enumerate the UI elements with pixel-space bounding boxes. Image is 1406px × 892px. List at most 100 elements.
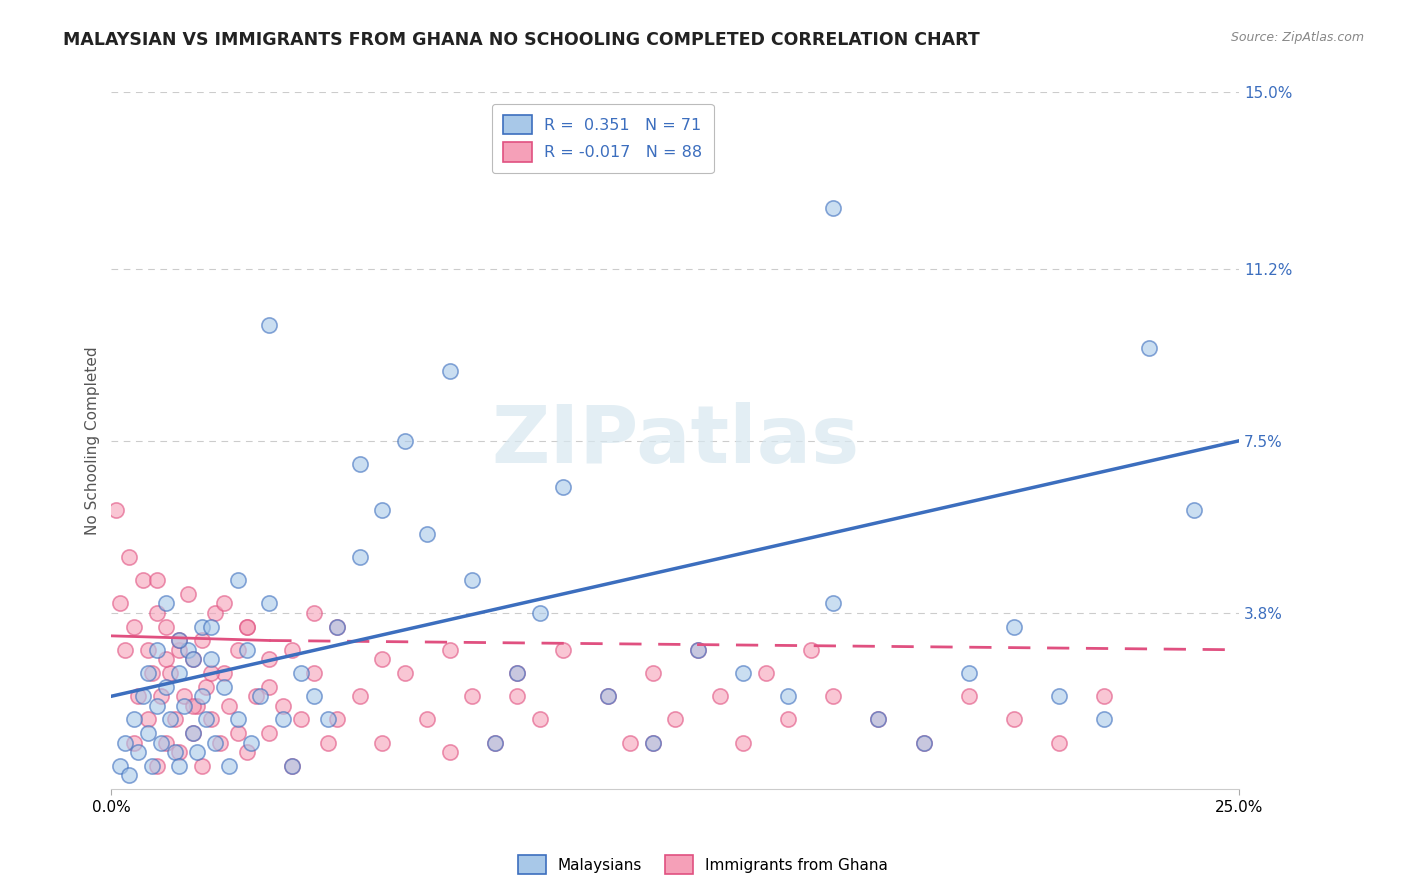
Point — [226, 642, 249, 657]
Point — [186, 745, 208, 759]
Point — [259, 596, 281, 610]
Point — [173, 690, 195, 704]
Point — [349, 457, 371, 471]
Point — [132, 573, 155, 587]
Point — [212, 665, 235, 680]
Point — [163, 745, 186, 759]
Point — [957, 665, 980, 680]
Point — [190, 619, 212, 633]
Point — [868, 713, 890, 727]
Point — [236, 745, 259, 759]
Point — [181, 726, 204, 740]
Point — [868, 713, 890, 727]
Point — [249, 690, 271, 704]
Point — [755, 665, 778, 680]
Point — [145, 642, 167, 657]
Point — [104, 503, 127, 517]
Point — [145, 759, 167, 773]
Point — [159, 665, 181, 680]
Point — [1092, 690, 1115, 704]
Point — [181, 698, 204, 713]
Point — [461, 573, 484, 587]
Point — [110, 596, 132, 610]
Point — [304, 690, 326, 704]
Point — [416, 526, 439, 541]
Point — [1137, 341, 1160, 355]
Legend: R =  0.351   N = 71, R = -0.017   N = 88: R = 0.351 N = 71, R = -0.017 N = 88 — [492, 103, 714, 173]
Point — [664, 713, 686, 727]
Point — [778, 713, 800, 727]
Point — [122, 736, 145, 750]
Point — [145, 606, 167, 620]
Point — [290, 665, 312, 680]
Point — [114, 642, 136, 657]
Point — [484, 736, 506, 750]
Point — [259, 318, 281, 332]
Point — [1047, 736, 1070, 750]
Point — [1092, 713, 1115, 727]
Point — [731, 736, 754, 750]
Point — [200, 619, 222, 633]
Point — [281, 642, 304, 657]
Point — [236, 619, 259, 633]
Point — [259, 680, 281, 694]
Point — [190, 759, 212, 773]
Point — [200, 652, 222, 666]
Point — [823, 596, 845, 610]
Point — [326, 619, 349, 633]
Point — [271, 713, 294, 727]
Point — [371, 503, 394, 517]
Point — [439, 642, 461, 657]
Point — [118, 549, 141, 564]
Point — [127, 690, 149, 704]
Point — [132, 690, 155, 704]
Text: ZIPatlas: ZIPatlas — [491, 401, 859, 480]
Point — [218, 698, 240, 713]
Point — [173, 698, 195, 713]
Point — [155, 596, 177, 610]
Point — [177, 642, 200, 657]
Point — [190, 690, 212, 704]
Point — [461, 690, 484, 704]
Point — [912, 736, 935, 750]
Point — [208, 736, 231, 750]
Text: MALAYSIAN VS IMMIGRANTS FROM GHANA NO SCHOOLING COMPLETED CORRELATION CHART: MALAYSIAN VS IMMIGRANTS FROM GHANA NO SC… — [63, 31, 980, 49]
Point — [155, 680, 177, 694]
Point — [186, 698, 208, 713]
Point — [1182, 503, 1205, 517]
Point — [159, 713, 181, 727]
Point — [212, 596, 235, 610]
Point — [551, 480, 574, 494]
Point — [394, 665, 416, 680]
Point — [326, 619, 349, 633]
Point — [641, 665, 664, 680]
Point — [686, 642, 709, 657]
Point — [349, 690, 371, 704]
Point — [122, 713, 145, 727]
Point — [155, 619, 177, 633]
Point — [439, 745, 461, 759]
Point — [181, 652, 204, 666]
Point — [200, 665, 222, 680]
Point — [177, 587, 200, 601]
Point — [596, 690, 619, 704]
Point — [506, 665, 529, 680]
Point — [195, 680, 218, 694]
Point — [326, 713, 349, 727]
Point — [551, 642, 574, 657]
Point — [800, 642, 823, 657]
Point — [506, 690, 529, 704]
Legend: Malaysians, Immigrants from Ghana: Malaysians, Immigrants from Ghana — [512, 849, 894, 880]
Point — [226, 726, 249, 740]
Point — [127, 745, 149, 759]
Point — [167, 633, 190, 648]
Point — [181, 726, 204, 740]
Point — [371, 736, 394, 750]
Point — [181, 652, 204, 666]
Point — [136, 713, 159, 727]
Point — [114, 736, 136, 750]
Point — [204, 736, 226, 750]
Point — [200, 713, 222, 727]
Point — [823, 202, 845, 216]
Point — [122, 619, 145, 633]
